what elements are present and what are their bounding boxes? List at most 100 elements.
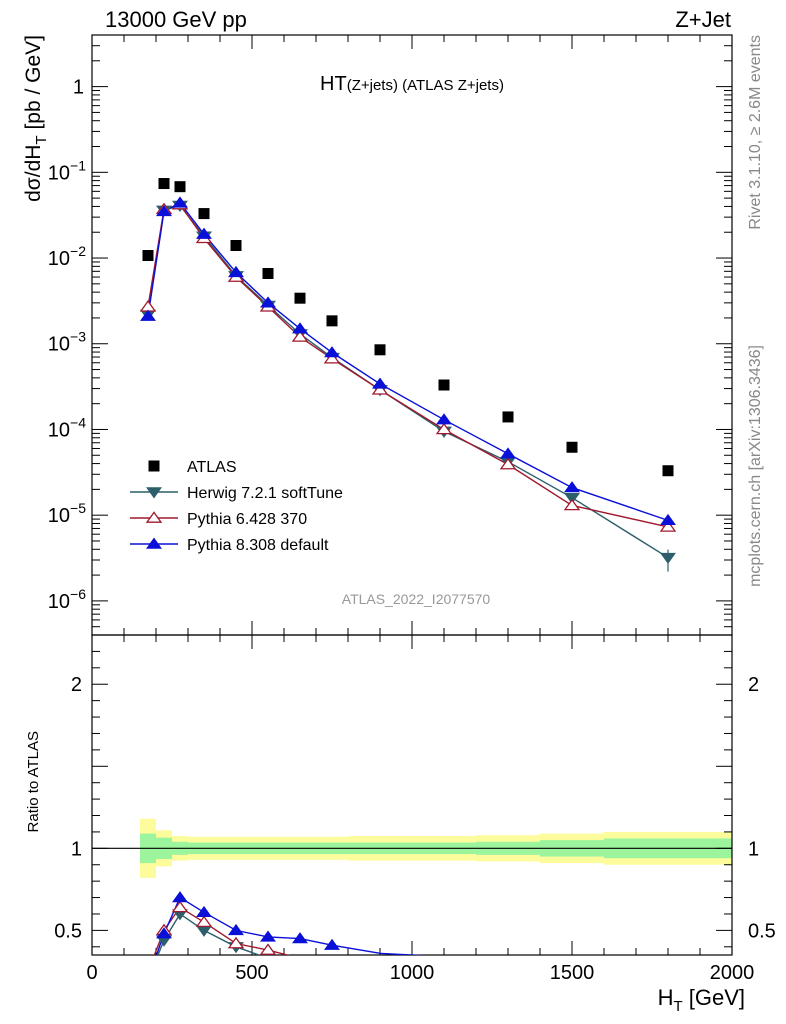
plot-title-sub: (Z+jets) (347, 77, 398, 94)
series-marker (323, 351, 341, 364)
main-y-label-unit: [pb / GeV] (22, 35, 45, 135)
ratio-y-tick-label-right: 0.5 (748, 920, 776, 942)
data-point (198, 208, 210, 220)
x-label-unit: [GeV] (683, 985, 745, 1010)
ratio-y-tick-label: 0.5 (54, 920, 82, 942)
ratio-series (153, 891, 426, 955)
ratio-marker (260, 930, 276, 942)
series-marker (196, 227, 212, 239)
data-point (438, 379, 450, 391)
series-marker (139, 300, 157, 312)
main-y-tick-label: 1 (73, 77, 84, 99)
axis-ticks: 0 500 1000 1500 2000 1 10−1 10−2 10−3 10−4 10−5 10−… (48, 34, 776, 984)
data-point (262, 268, 274, 280)
series-line (147, 203, 669, 528)
header-left: 13000 GeV pp (105, 7, 247, 32)
data-point (502, 411, 514, 423)
main-y-tick-label: 10−3 (48, 329, 86, 356)
plot-title-main: HT (320, 73, 347, 95)
series-marker (436, 413, 452, 425)
data-point (158, 178, 170, 190)
legend-label: ATLAS (187, 459, 237, 476)
series-marker (499, 457, 517, 470)
x-label-base: H (658, 985, 674, 1010)
legend: ATLAS Herwig 7.2.1 softTune Pythia 6.428 3… (130, 459, 343, 554)
ratio-marker (196, 925, 212, 937)
series-marker (172, 196, 188, 208)
header-right: Z+Jet (675, 7, 731, 32)
main-y-tick-label: 10−5 (48, 500, 86, 527)
series-marker (292, 322, 308, 334)
x-axis-label: HT [GeV] (658, 985, 745, 1015)
main-y-axis-label: dσ/dHT [pb / GeV] (22, 35, 50, 202)
ratio-y-axis-label: Ratio to ATLAS (25, 731, 42, 832)
series-marker (564, 481, 580, 493)
legend-entry: ATLAS (148, 459, 237, 476)
series-marker (500, 447, 516, 459)
analysis-tag: ATLAS_2022_I2077570 (342, 591, 491, 607)
series-marker (291, 330, 309, 342)
x-tick-label: 1000 (390, 962, 435, 984)
x-label-sub: T (673, 998, 682, 1015)
data-point (142, 250, 154, 262)
series-marker (324, 346, 340, 358)
data-point (174, 181, 186, 193)
legend-label: Herwig 7.2.1 softTune (187, 485, 343, 502)
series-marker (156, 204, 172, 217)
ratio-marker (227, 936, 245, 949)
main-y-label-sub: T (33, 135, 50, 144)
main-series (139, 178, 677, 572)
ratio-marker (171, 900, 189, 913)
legend-marker (145, 511, 163, 523)
data-point (662, 465, 674, 477)
ratio-y-tick-label-right: 2 (748, 674, 759, 696)
main-y-label-base: dσ/dH (22, 145, 45, 202)
ratio-marker (292, 932, 308, 944)
ratio-marker (172, 891, 188, 903)
x-tick-label: 0 (86, 962, 97, 984)
legend-marker (146, 487, 162, 499)
main-y-tick-label: 10−1 (48, 157, 86, 184)
x-tick-label: 1500 (550, 962, 595, 984)
ratio-y-tick-label: 1 (71, 838, 82, 860)
ratio-marker (324, 938, 340, 950)
plot-title: HT(Z+jets) (ATLAS Z+jets) (320, 73, 504, 95)
ratio-marker (195, 915, 213, 928)
series-marker (140, 309, 156, 321)
data-point (326, 315, 338, 327)
ratio-marker (156, 927, 172, 939)
series-marker (660, 513, 676, 526)
series-marker (659, 520, 677, 532)
main-y-tick-label: 10−4 (48, 414, 86, 441)
ratio-marker (196, 905, 212, 918)
x-tick-label: 500 (235, 962, 268, 984)
plot-title-rest: (ATLAS Z+jets) (398, 77, 504, 94)
legend-entry: Pythia 8.308 default (130, 537, 329, 554)
ratio-bands (92, 818, 732, 878)
series-marker (228, 265, 244, 278)
series-marker (563, 498, 581, 511)
main-y-tick-label: 10−6 (48, 586, 86, 613)
data-point (374, 344, 386, 356)
rivet-label: Rivet 3.1.10, ≥ 2.6M events (747, 35, 764, 230)
ratio-series-clip (153, 891, 426, 955)
legend-entry: Herwig 7.2.1 softTune (130, 485, 343, 502)
series-marker (564, 492, 580, 505)
mcplots-label: mcplots.cern.ch [arXiv:1306.3436] (747, 345, 764, 587)
series-marker (372, 377, 388, 389)
legend-marker (146, 537, 162, 549)
data-point (294, 292, 306, 304)
series-marker (260, 296, 276, 308)
main-y-tick-label: 10−2 (48, 243, 86, 270)
series-line (147, 204, 669, 559)
legend-marker (148, 460, 160, 472)
legend-label: Pythia 6.428 370 (187, 511, 307, 528)
series-marker (371, 383, 389, 395)
x-tick-label: 2000 (710, 962, 755, 984)
ratio-marker (259, 943, 277, 955)
ratio-marker (228, 923, 244, 936)
data-point (230, 240, 242, 252)
legend-entry: Pythia 6.428 370 (130, 511, 307, 528)
ratio-plot-frame (91, 634, 733, 956)
